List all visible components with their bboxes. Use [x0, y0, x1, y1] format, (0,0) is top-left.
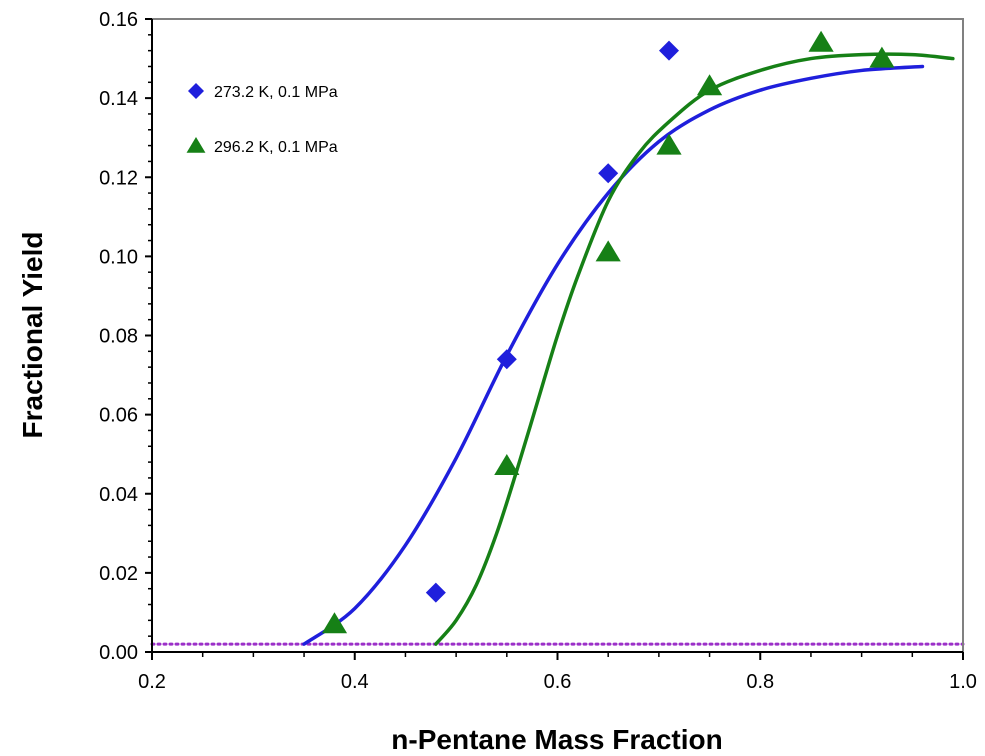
data-point-series-1: [425, 582, 446, 603]
data-point-series-1: [598, 163, 619, 184]
axes: 0.00 0.02 0.04 0.06 0.08 0.10 0.12 0.14 0.16 0.2 0…: [99, 9, 977, 693]
y-tick-label: 0.02: [99, 563, 138, 585]
y-tick-label: 0.04: [99, 484, 138, 506]
data-point-series-2: [494, 454, 520, 476]
y-tick-label: 0.16: [99, 9, 138, 31]
y-tick-label: 0.08: [99, 326, 138, 348]
data-point-series-2: [808, 30, 834, 52]
y-tick-label: 0.14: [99, 88, 138, 110]
y-tick-label: 0.06: [99, 405, 138, 427]
data-point-series-2: [656, 133, 682, 155]
data-point-series-2: [869, 46, 895, 68]
x-tick-label: 0.8: [746, 671, 774, 693]
legend-marker-1: [188, 83, 204, 99]
fit-curve-1: [302, 64, 925, 646]
data-point-series-2: [321, 612, 348, 634]
legend: 273.2 K, 0.1 MPa 296.2 K, 0.1 MPa: [186, 83, 338, 156]
x-tick-label: 0.4: [341, 671, 369, 693]
x-axis-title: n-Pentane Mass Fraction: [391, 724, 722, 755]
legend-label-1: 273.2 K, 0.1 MPa: [214, 84, 338, 101]
data-point-series-1: [496, 349, 517, 370]
data-point-series-2: [696, 74, 723, 96]
y-axis-title: Fractional Yield: [17, 232, 48, 439]
x-tick-label: 1.0: [949, 671, 977, 693]
data-point-series-2: [595, 240, 621, 262]
y-tick-label: 0.10: [99, 246, 138, 268]
x-tick-label: 0.2: [138, 671, 166, 693]
data-point-series-1: [659, 40, 680, 61]
y-tick-label: 0.12: [99, 167, 138, 189]
x-tick-label: 0.6: [544, 671, 572, 693]
legend-label-2: 296.2 K, 0.1 MPa: [214, 139, 338, 156]
fit-curve-2: [434, 52, 955, 646]
y-tick-label: 0.00: [99, 642, 138, 664]
legend-marker-2: [186, 137, 206, 153]
plot-content: [150, 30, 965, 646]
